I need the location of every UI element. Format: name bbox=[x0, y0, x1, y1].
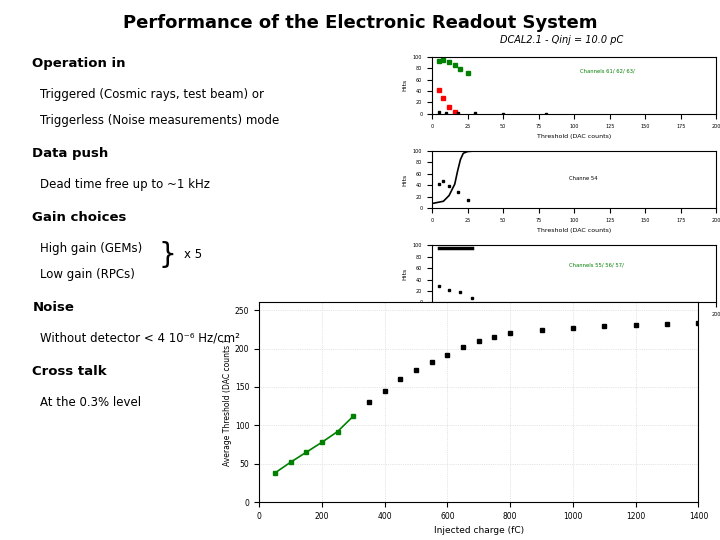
Text: Gain choices: Gain choices bbox=[32, 211, 127, 224]
Text: Channe 54: Channe 54 bbox=[569, 176, 597, 180]
Text: Dead time free up to ~1 kHz: Dead time free up to ~1 kHz bbox=[40, 178, 210, 191]
Text: At the 0.3% level: At the 0.3% level bbox=[40, 396, 140, 409]
Y-axis label: Hits: Hits bbox=[402, 268, 408, 280]
X-axis label: Threshold (DAC counts): Threshold (DAC counts) bbox=[537, 323, 611, 328]
Text: Operation in: Operation in bbox=[32, 57, 126, 70]
Text: Triggerless (Noise measurements) mode: Triggerless (Noise measurements) mode bbox=[40, 114, 279, 127]
Text: High gain (GEMs): High gain (GEMs) bbox=[40, 242, 142, 255]
X-axis label: Threshold (DAC counts): Threshold (DAC counts) bbox=[537, 228, 611, 233]
Text: Data push: Data push bbox=[32, 146, 109, 160]
Text: Performance of the Electronic Readout System: Performance of the Electronic Readout Sy… bbox=[122, 14, 598, 31]
Text: DCAL2.1 - Qinj = 10.0 pC: DCAL2.1 - Qinj = 10.0 pC bbox=[500, 35, 624, 45]
Y-axis label: Hits: Hits bbox=[402, 79, 408, 91]
Text: Channels 61/ 62/ 63/: Channels 61/ 62/ 63/ bbox=[580, 69, 634, 73]
Y-axis label: Average Threshold (DAC counts ): Average Threshold (DAC counts ) bbox=[223, 339, 232, 465]
Text: Without detector < 4 10⁻⁶ Hz/cm²: Without detector < 4 10⁻⁶ Hz/cm² bbox=[40, 332, 240, 345]
Text: }: } bbox=[158, 241, 176, 269]
X-axis label: Threshold (DAC counts): Threshold (DAC counts) bbox=[537, 134, 611, 139]
Text: Channels 55/ 56/ 57/: Channels 55/ 56/ 57/ bbox=[569, 263, 624, 268]
Text: Triggered (Cosmic rays, test beam) or: Triggered (Cosmic rays, test beam) or bbox=[40, 88, 264, 101]
Text: Cross talk: Cross talk bbox=[32, 364, 107, 377]
Text: Noise: Noise bbox=[32, 301, 74, 314]
Y-axis label: Hits: Hits bbox=[402, 173, 408, 186]
Text: x 5: x 5 bbox=[184, 248, 202, 261]
Text: Low gain (RPCs): Low gain (RPCs) bbox=[40, 268, 135, 281]
X-axis label: Injected charge (fC): Injected charge (fC) bbox=[433, 526, 524, 536]
